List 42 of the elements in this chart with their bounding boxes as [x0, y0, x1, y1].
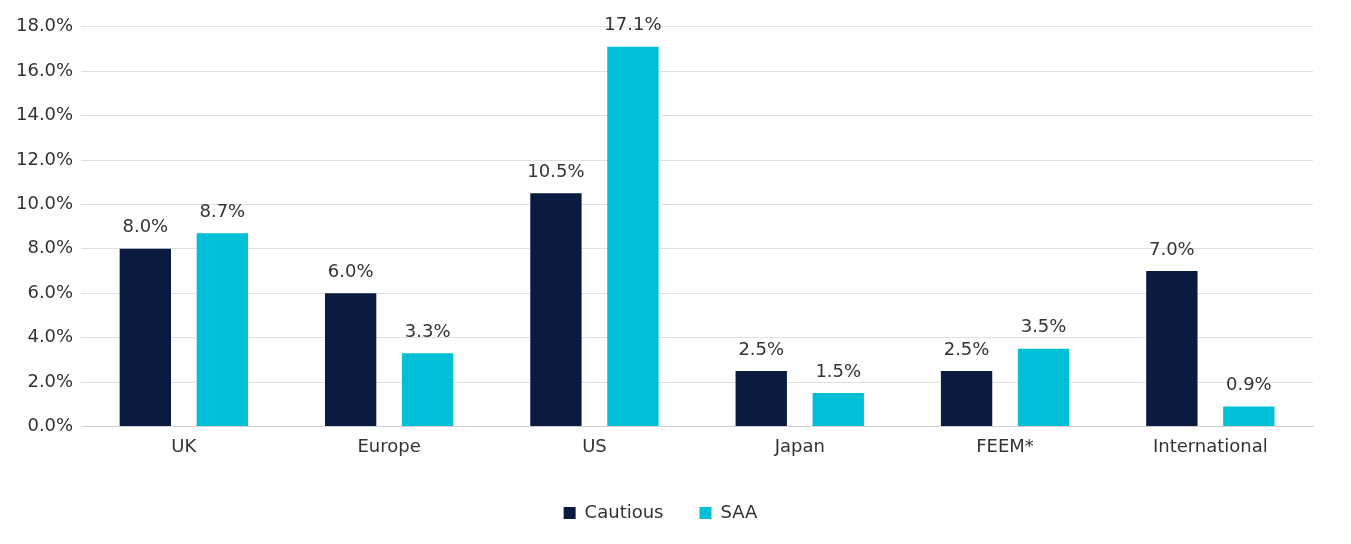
y-tick-label: 14.0% — [15, 103, 74, 125]
bar — [940, 370, 993, 426]
legend-label: SAA — [720, 500, 759, 522]
bar — [196, 233, 248, 426]
y-tick-label: 4.0% — [27, 325, 74, 347]
bar — [401, 353, 454, 426]
data-label: 8.0% — [122, 215, 169, 237]
data-label: 10.5% — [527, 159, 585, 181]
data-label: 6.0% — [327, 259, 374, 281]
y-tick-label: 12.0% — [15, 147, 74, 169]
x-tick-label: FEEM* — [976, 434, 1034, 456]
x-tick-label: Japan — [773, 434, 825, 456]
x-tick-label: UK — [171, 434, 198, 456]
y-tick-label: 18.0% — [15, 14, 74, 36]
bar — [607, 46, 659, 426]
data-label: 7.0% — [1148, 237, 1195, 259]
y-tick-label: 6.0% — [27, 280, 74, 302]
y-tick-label: 16.0% — [15, 58, 74, 80]
bar — [1146, 271, 1198, 426]
x-tick-label: Europe — [357, 434, 421, 456]
y-tick-label: 8.0% — [27, 236, 74, 258]
bar — [1017, 348, 1070, 426]
legend-label: Cautious — [584, 500, 664, 522]
data-label: 1.5% — [815, 359, 862, 381]
bar — [735, 370, 787, 426]
y-tick-label: 2.0% — [27, 369, 74, 391]
data-label: 2.5% — [738, 337, 785, 359]
y-tick-label: 10.0% — [15, 192, 74, 214]
x-tick-label: US — [582, 434, 607, 456]
bar — [324, 293, 377, 426]
data-label: 2.5% — [943, 337, 990, 359]
data-label: 17.1% — [604, 13, 662, 35]
data-label: 3.5% — [1020, 315, 1067, 337]
data-label: 0.9% — [1225, 373, 1272, 395]
data-label: 8.7% — [199, 199, 246, 221]
bar — [119, 248, 172, 426]
data-label: 3.3% — [404, 319, 451, 341]
bar — [812, 393, 864, 426]
y-tick-label: 0.0% — [27, 414, 74, 436]
bar — [1223, 406, 1275, 426]
x-tick-label: International — [1152, 434, 1268, 456]
bar — [530, 193, 582, 426]
